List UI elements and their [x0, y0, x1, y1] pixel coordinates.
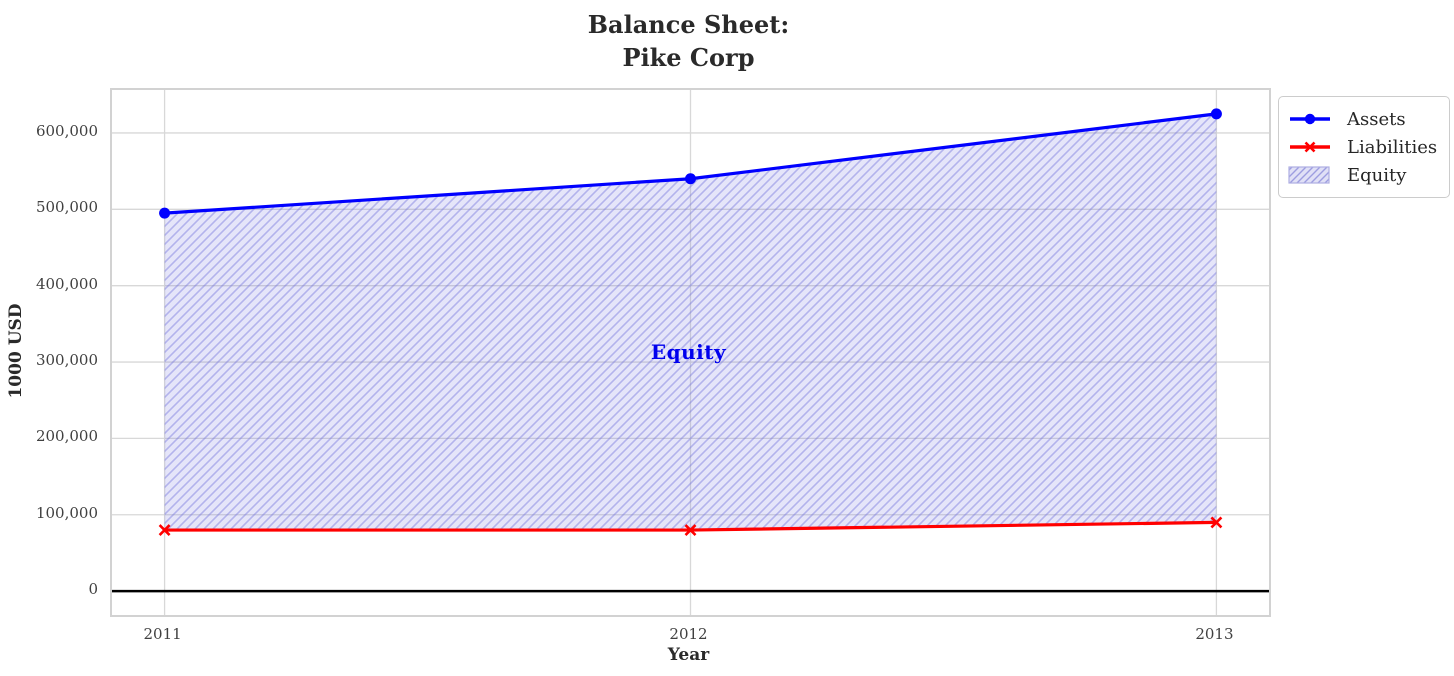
y-tick-label: 600,000 — [35, 121, 98, 140]
legend-item-assets: Assets — [1287, 105, 1437, 133]
legend-item-label: Liabilities — [1347, 136, 1438, 158]
y-tick-label: 400,000 — [35, 274, 98, 293]
y-tick-label: 500,000 — [35, 198, 98, 217]
marker-circle-assets — [159, 207, 171, 219]
legend-item-equity: Equity — [1287, 161, 1437, 189]
y-tick-label: 0 — [88, 580, 98, 599]
x-tick-label: 2012 — [669, 625, 708, 643]
legend-line-sample — [1290, 141, 1330, 153]
legend-item-liabilities: Liabilities — [1287, 133, 1437, 161]
legend: Assets Liabilities Equity — [1278, 96, 1451, 198]
legend-hatch-swatch — [1288, 166, 1330, 184]
marker-circle-assets — [685, 173, 696, 185]
x-tick-label: 2011 — [143, 625, 182, 643]
legend-item-label: Assets — [1347, 108, 1406, 130]
y-tick-label: 200,000 — [35, 427, 98, 446]
x-tick-label: 2013 — [1195, 625, 1234, 643]
legend-line-sample — [1290, 113, 1330, 125]
plot-canvas — [112, 90, 1269, 615]
marker-x-liabilities — [684, 524, 697, 536]
equity-area — [164, 113, 1217, 531]
legend-item-label: Equity — [1347, 164, 1407, 186]
y-tick-label: 100,000 — [35, 503, 98, 522]
marker-x-liabilities — [1210, 516, 1223, 529]
x-axis-label: Year — [667, 645, 710, 665]
chart-title: Balance Sheet: Pike Corp — [587, 10, 790, 73]
marker-x-liabilities — [158, 524, 171, 536]
plot-area — [110, 88, 1271, 617]
y-tick-label: 300,000 — [35, 351, 98, 370]
marker-circle-assets — [1210, 108, 1222, 120]
equity-area-label: Equity — [650, 340, 727, 365]
y-axis-ticks: 0 100,000 200,000 300,000 400,000 500,000 600,… — [0, 0, 98, 676]
